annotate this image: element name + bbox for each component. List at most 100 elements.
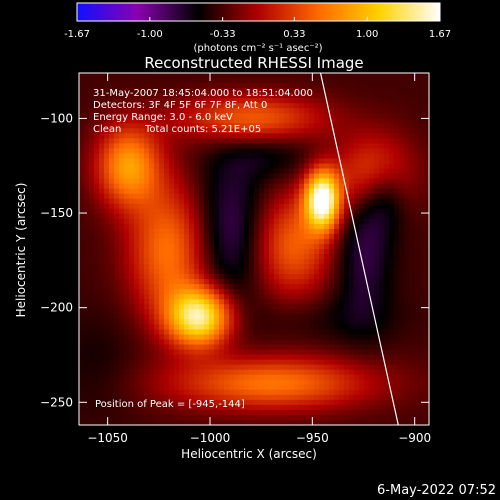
heatmap-cell <box>184 259 190 265</box>
heatmap-cell <box>354 344 360 351</box>
heatmap-cell <box>169 269 175 275</box>
heatmap-cell <box>234 399 240 406</box>
heatmap-cell <box>79 133 85 139</box>
heatmap-cell <box>329 379 335 386</box>
heatmap-cell <box>224 304 230 310</box>
heatmap-cell <box>189 399 195 406</box>
heatmap-cell <box>299 118 305 124</box>
heatmap-cell <box>114 198 120 205</box>
heatmap-cell <box>149 103 155 109</box>
heatmap-cell <box>89 324 95 331</box>
heatmap-cell <box>144 369 150 376</box>
heatmap-cell <box>149 289 155 295</box>
heatmap-cell <box>269 218 275 225</box>
heatmap-cell <box>364 359 370 366</box>
heatmap-cell <box>394 339 400 346</box>
heatmap-cell <box>244 203 250 210</box>
heatmap-cell <box>174 349 180 356</box>
heatmap-cell <box>149 83 155 89</box>
heatmap-cell <box>304 193 310 200</box>
heatmap-cell <box>309 419 315 425</box>
heatmap-cell <box>384 98 390 104</box>
heatmap-cell <box>244 133 250 139</box>
heatmap-cell <box>234 123 240 129</box>
heatmap-cell <box>244 324 250 331</box>
heatmap-cell <box>189 274 195 280</box>
heatmap-cell <box>299 414 305 421</box>
heatmap-cell <box>234 364 240 371</box>
heatmap-cell <box>94 138 100 144</box>
heatmap-cell <box>114 414 120 421</box>
heatmap-cell <box>409 148 415 155</box>
heatmap-cell <box>144 409 150 416</box>
heatmap-cell <box>349 153 355 160</box>
heatmap-cell <box>239 148 245 155</box>
heatmap-cell <box>164 73 170 79</box>
heatmap-cell <box>374 354 380 361</box>
heatmap-cell <box>284 173 290 180</box>
heatmap-cell <box>369 73 375 79</box>
heatmap-cell <box>114 314 120 320</box>
heatmap-cell <box>214 183 220 190</box>
heatmap-cell <box>289 309 295 315</box>
heatmap-cell <box>339 118 345 124</box>
heatmap-cell <box>149 213 155 220</box>
heatmap-cell <box>199 173 205 180</box>
heatmap-cell <box>284 223 290 230</box>
heatmap-cell <box>79 138 85 144</box>
heatmap-cell <box>189 374 195 381</box>
heatmap-cell <box>239 198 245 205</box>
heatmap-cell <box>264 309 270 315</box>
heatmap-cell <box>364 178 370 185</box>
heatmap-cell <box>169 284 175 290</box>
heatmap-cell <box>164 344 170 351</box>
heatmap-cell <box>399 354 405 361</box>
heatmap-cell <box>334 73 340 79</box>
heatmap-cell <box>139 208 145 215</box>
heatmap-cell <box>164 359 170 366</box>
heatmap-cell <box>394 88 400 94</box>
heatmap-cell <box>109 329 115 336</box>
heatmap-cell <box>179 143 185 150</box>
heatmap-cell <box>269 354 275 361</box>
heatmap-cell <box>404 294 410 300</box>
heatmap-cell <box>174 369 180 376</box>
heatmap-cell <box>349 344 355 351</box>
heatmap-cell <box>204 203 210 210</box>
heatmap-cell <box>254 128 260 134</box>
heatmap-cell <box>199 259 205 265</box>
heatmap-cell <box>424 339 429 346</box>
heatmap-cell <box>294 243 300 250</box>
heatmap-cell <box>254 249 260 255</box>
heatmap-cell <box>144 354 150 361</box>
heatmap-cell <box>424 208 429 215</box>
heatmap-cell <box>404 168 410 175</box>
heatmap-cell <box>104 118 110 124</box>
heatmap-cell <box>344 264 350 270</box>
heatmap-cell <box>84 259 90 265</box>
heatmap-cell <box>79 309 85 315</box>
heatmap-cell <box>364 334 370 341</box>
heatmap-cell <box>229 153 235 160</box>
heatmap-cell <box>189 193 195 200</box>
heatmap-cell <box>139 404 145 411</box>
heatmap-cell <box>209 334 215 341</box>
heatmap-cell <box>174 384 180 391</box>
heatmap-cell <box>124 88 130 94</box>
heatmap-cell <box>84 123 90 129</box>
heatmap-cell <box>359 118 365 124</box>
heatmap-cell <box>414 349 420 356</box>
heatmap-cell <box>314 334 320 341</box>
heatmap-cell <box>184 309 190 315</box>
heatmap-cell <box>144 254 150 260</box>
heatmap-cell <box>124 264 130 270</box>
heatmap-cell <box>409 329 415 336</box>
heatmap-cell <box>299 419 305 425</box>
heatmap-cell <box>99 379 105 386</box>
heatmap-cell <box>79 103 85 109</box>
heatmap-cell <box>329 233 335 240</box>
heatmap-cell <box>249 143 255 150</box>
heatmap-cell <box>114 329 120 336</box>
heatmap-cell <box>79 118 85 124</box>
heatmap-cell <box>399 108 405 114</box>
